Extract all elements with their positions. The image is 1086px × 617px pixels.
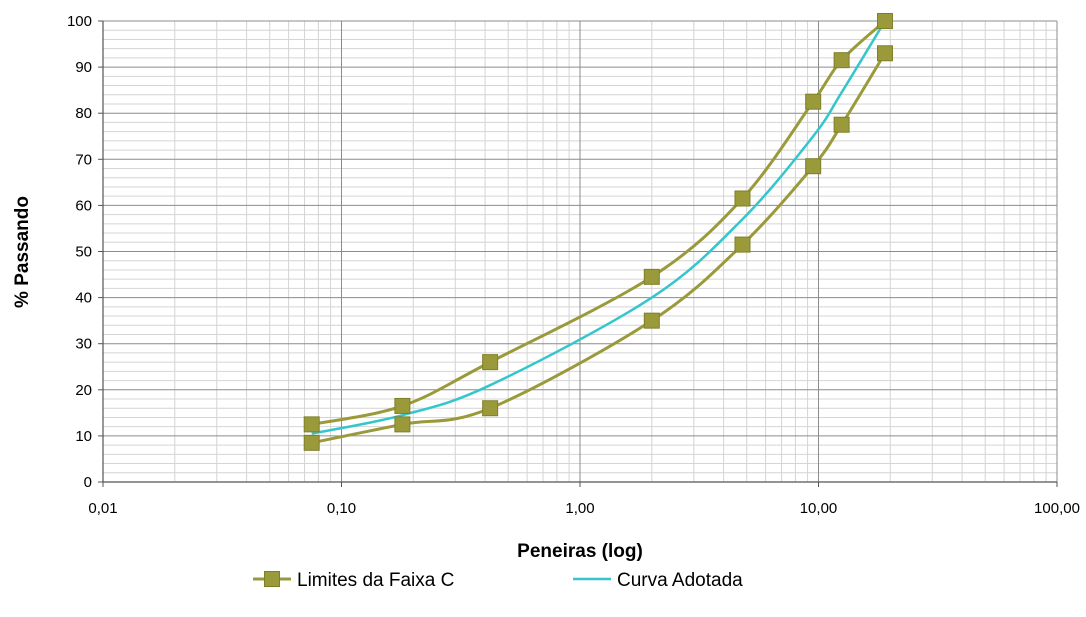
data-point-marker [876, 13, 893, 29]
y-tick-label: 90 [75, 59, 92, 76]
y-tick-label: 0 [84, 474, 92, 491]
data-point-marker [482, 354, 499, 371]
data-point-marker [394, 397, 411, 414]
data-point-marker [805, 158, 822, 175]
data-point-marker [833, 116, 850, 133]
data-point-marker [833, 52, 850, 69]
series-line [311, 52, 887, 445]
y-tick-label: 100 [67, 13, 92, 30]
tick-labels: 0 10 20 30 40 50 60 70 80 90 100 0,01 0,10 1,00 10,00 1… [67, 13, 1080, 517]
data-point-marker [805, 93, 822, 110]
grid [102, 20, 1058, 483]
x-tick-label: 10,00 [800, 500, 838, 517]
y-tick-label: 30 [75, 336, 92, 353]
data-point-marker [876, 45, 893, 62]
x-tick-label: 0,01 [88, 500, 117, 517]
data-point-marker [643, 312, 660, 329]
y-axis-title: % Passando [12, 196, 33, 308]
legend-label: Limites da Faixa C [297, 570, 454, 591]
legend: Limites da Faixa C Curva Adotada [253, 570, 743, 591]
data-point-marker [643, 268, 660, 285]
y-tick-label: 70 [75, 151, 92, 168]
data-point-marker [734, 190, 751, 207]
x-tick-label: 0,10 [327, 500, 356, 517]
x-axis-title: Peneiras (log) [517, 541, 643, 562]
legend-swatch-marker [264, 571, 280, 587]
series-line [311, 20, 887, 435]
data-point-marker [734, 236, 751, 253]
data-point-marker [394, 416, 411, 433]
x-tick-label: 1,00 [565, 500, 594, 517]
y-tick-label: 10 [75, 428, 92, 445]
legend-label: Curva Adotada [617, 570, 743, 591]
axes [98, 20, 1058, 487]
y-tick-label: 20 [75, 382, 92, 399]
data-point-marker [303, 434, 320, 451]
series-layer [303, 13, 893, 451]
y-tick-label: 50 [75, 244, 92, 261]
y-tick-label: 60 [75, 197, 92, 214]
data-point-marker [482, 400, 499, 417]
y-tick-label: 80 [75, 105, 92, 122]
data-point-marker [303, 416, 320, 433]
y-tick-label: 40 [75, 290, 92, 307]
x-tick-label: 100,00 [1034, 500, 1080, 517]
series-line [311, 19, 886, 426]
